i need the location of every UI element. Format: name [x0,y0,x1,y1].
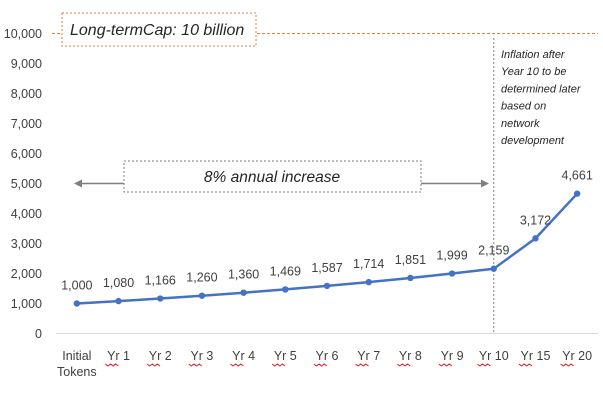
inflation-note: Inflation after Year 10 to be determined l… [501,49,582,147]
inflation-note-line: Year 10 to be [501,66,566,78]
y-tick-label: 3,000 [11,237,42,251]
y-tick-label: 8,000 [11,87,42,101]
spellcheck-underline [476,363,491,367]
data-label-yr-6: 1,587 [311,261,342,275]
spellcheck-underline [313,363,328,367]
data-label-yr-3: 1,260 [186,271,217,285]
inflation-note-line: determined later [501,83,582,95]
data-label-yr-1: 1,080 [103,276,134,290]
data-point-yr-6 [323,282,331,290]
annotations: Long-termCap: 10 billion Inflation after… [52,12,598,334]
cap-label: Long-termCap: 10 billion [70,22,244,39]
data-label-initial-tokens: 1,000 [61,279,92,293]
data-point-yr-10 [490,265,497,272]
data-label-yr-9: 1,999 [436,249,467,263]
inflation-note-line: Inflation after [501,49,566,61]
arrowhead-left-icon [74,179,82,188]
spellcheck-underline [355,363,369,367]
y-tick-label: 2,000 [11,267,42,281]
data-point-initial-tokens [73,300,81,307]
data-point-yr-15 [532,235,539,242]
data-point-yr-3 [198,292,206,299]
y-tick-label: 0 [35,327,42,341]
y-tick-label: 10,000 [4,27,42,41]
data-point-yr-4 [240,289,247,296]
data-point-yr-20 [573,190,581,197]
x-tick-label: Yr 1 [107,349,130,363]
x-tick-label: Yr 20 [562,349,592,363]
x-tick-label: Yr 4 [232,349,255,363]
x-tick-label: Tokens [57,365,97,379]
x-tick-label: Yr 2 [149,349,172,363]
inflation-note-line: network [501,118,540,130]
inflation-note-line: development [501,135,565,147]
y-tick-label: 6,000 [11,147,42,161]
data-label-yr-2: 1,166 [145,274,176,288]
data-point-yr-1 [115,297,122,305]
spellcheck-underline [146,363,161,367]
growth-label: 8% annual increase [204,169,341,186]
data-label-yr-7: 1,714 [353,257,384,271]
data-point-yr-7 [365,278,372,286]
spellcheck-underline [105,363,119,367]
x-tick-label: Yr 3 [190,349,213,363]
growth-label-box [123,160,422,193]
x-tick-label: Yr 6 [316,349,339,363]
data-point-yr-2 [157,295,164,302]
y-tick-label: 9,000 [11,57,42,71]
spellcheck-underline [271,363,286,367]
data-label-yr-8: 1,851 [395,253,426,267]
data-point-yr-8 [407,274,414,282]
spellcheck-underline [560,363,574,367]
y-tick-label: 7,000 [11,117,42,131]
spellcheck-underline [396,363,411,367]
spellcheck-underline [188,363,203,367]
cap-label-box [61,12,257,47]
y-axis: 0 1,000 2,000 3,000 4,000 5,000 6,000 7,000 8,00… [4,27,42,341]
y-tick-label: 4,000 [11,207,42,221]
spellcheck-underline [230,363,244,367]
x-tick-label: Yr 7 [357,349,380,363]
data-label-yr-5: 1,469 [270,264,301,278]
data-point-yr-9 [448,270,456,277]
series-token-supply [73,190,581,307]
y-tick-label: 5,000 [11,177,42,191]
data-point-yr-5 [282,286,289,293]
x-tick-label: Yr 8 [399,349,422,363]
arrowhead-right-icon [481,179,489,188]
spellcheck-underline [438,363,453,367]
inflation-note-line: based on [501,101,546,113]
x-axis: Initial Tokens Yr 1 Yr 2 Yr 3 Yr 4 Yr 5 Yr 6 Yr … [56,333,598,379]
data-labels: 1,000 1,080 1,166 1,260 1,360 1,469 1,587 1,714… [61,169,593,293]
x-tick-label: Yr 10 [479,349,509,363]
spellcheck-underline [518,363,533,367]
data-label-yr-20: 4,661 [562,169,593,183]
data-label-yr-4: 1,360 [228,268,259,282]
x-tick-label: Yr 9 [441,349,464,363]
x-tick-label: Yr 15 [521,349,551,363]
data-label-yr-15: 3,172 [520,213,551,227]
data-label-yr-10: 2,159 [478,244,509,258]
x-tick-label: Yr 5 [274,349,297,363]
x-tick-label: Initial [62,349,91,363]
y-tick-label: 1,000 [11,297,42,311]
